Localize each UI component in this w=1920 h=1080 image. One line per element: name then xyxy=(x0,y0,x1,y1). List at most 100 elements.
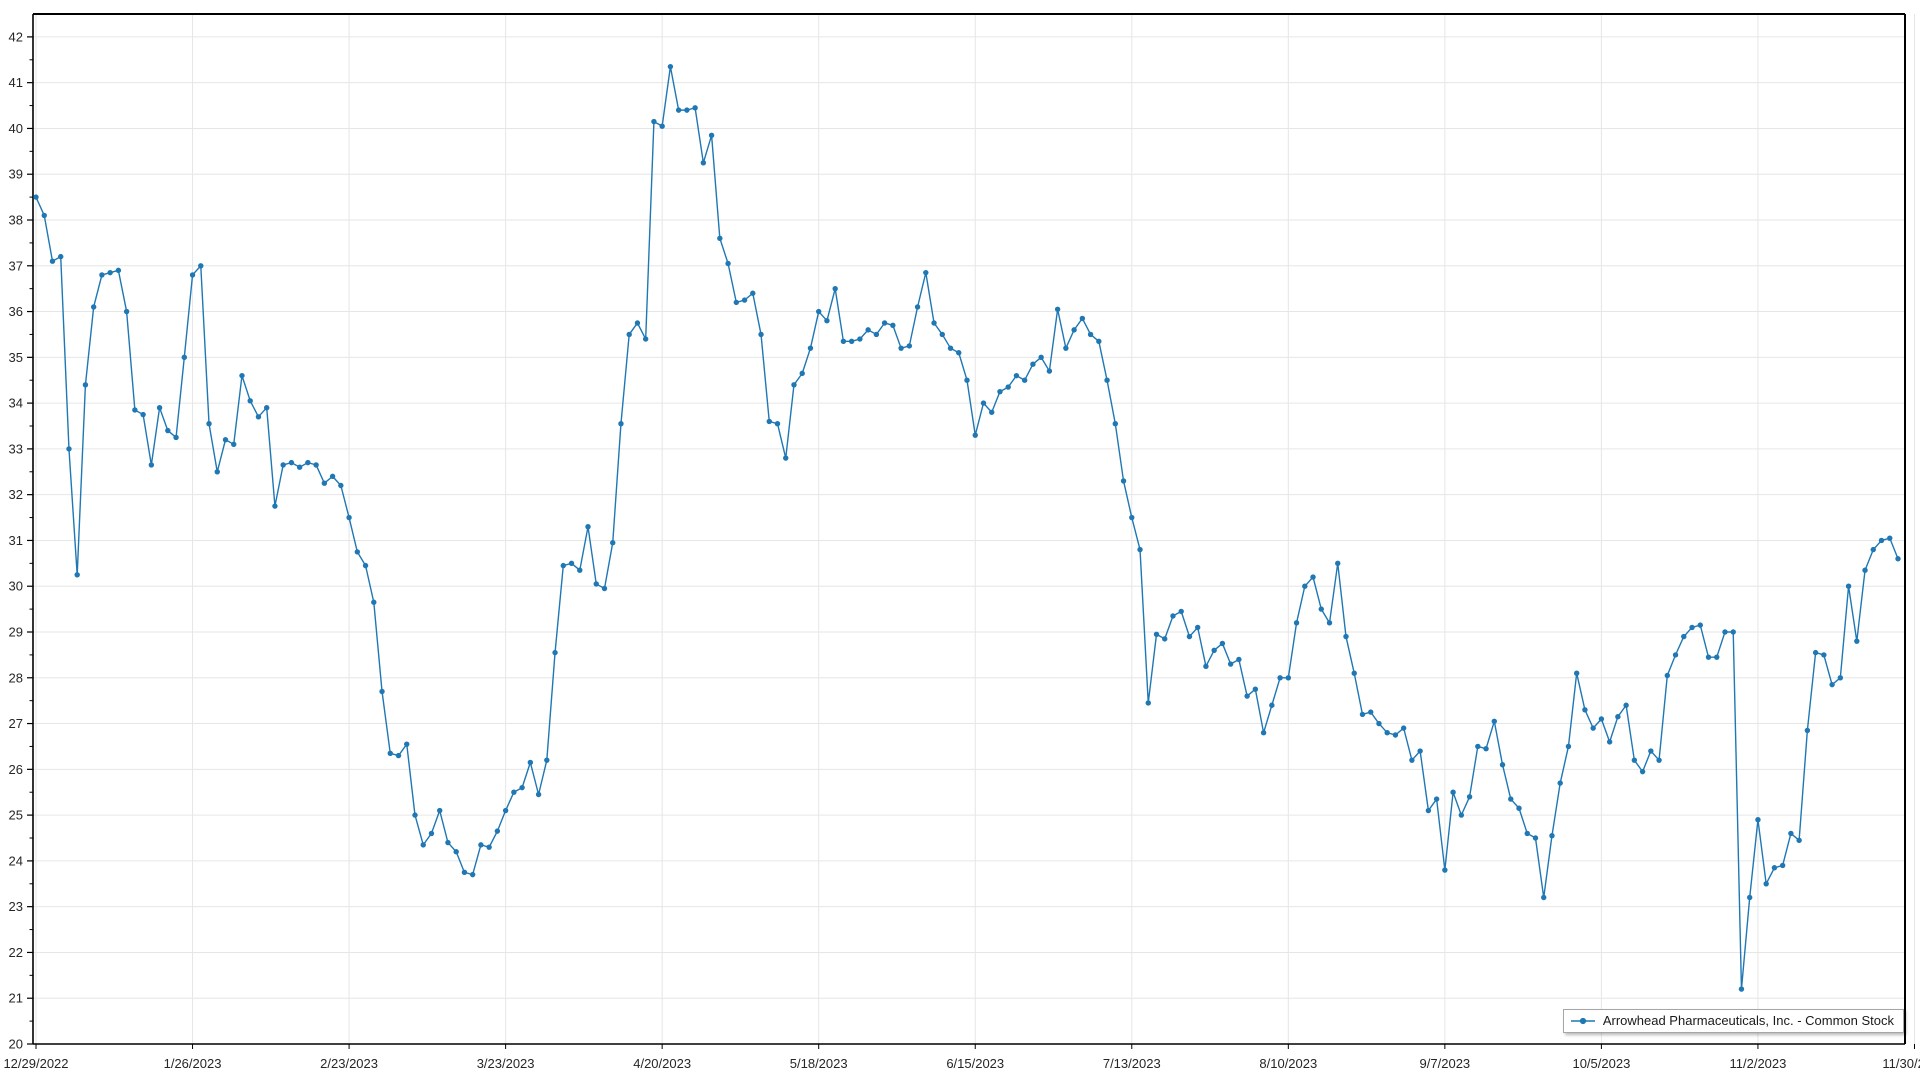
data-point[interactable] xyxy=(412,812,418,818)
data-point[interactable] xyxy=(1384,730,1390,736)
data-point[interactable] xyxy=(766,418,772,425)
data-point[interactable] xyxy=(1664,672,1671,679)
data-point[interactable] xyxy=(1079,315,1086,322)
data-point[interactable] xyxy=(1252,686,1259,692)
data-point[interactable] xyxy=(1870,546,1876,553)
data-point[interactable] xyxy=(222,437,229,443)
data-point[interactable] xyxy=(1656,757,1662,763)
data-point[interactable] xyxy=(346,514,352,521)
data-point[interactable] xyxy=(1170,613,1176,619)
data-point[interactable] xyxy=(379,688,385,695)
data-point[interactable] xyxy=(1277,675,1283,681)
data-point[interactable] xyxy=(568,560,575,567)
data-point[interactable] xyxy=(1771,865,1778,871)
data-point[interactable] xyxy=(1269,702,1275,708)
data-point[interactable] xyxy=(313,462,319,468)
data-point[interactable] xyxy=(865,327,871,333)
data-point[interactable] xyxy=(1153,631,1160,637)
data-point[interactable] xyxy=(1013,372,1020,379)
data-point[interactable] xyxy=(437,807,443,814)
data-point[interactable] xyxy=(1302,583,1308,589)
data-point[interactable] xyxy=(1590,725,1596,731)
data-point[interactable] xyxy=(453,849,459,855)
data-point[interactable] xyxy=(972,432,978,438)
data-point[interactable] xyxy=(1763,881,1769,887)
data-point[interactable] xyxy=(610,540,616,546)
data-point[interactable] xyxy=(1623,702,1629,708)
data-point[interactable] xyxy=(1598,716,1605,722)
data-point[interactable] xyxy=(832,285,838,292)
data-point[interactable] xyxy=(1730,629,1736,635)
data-point[interactable] xyxy=(502,807,509,814)
data-point[interactable] xyxy=(519,784,525,791)
data-point[interactable] xyxy=(420,842,426,848)
data-point[interactable] xyxy=(338,482,344,489)
data-point[interactable] xyxy=(1747,894,1753,901)
data-point[interactable] xyxy=(1705,654,1712,660)
data-point[interactable] xyxy=(1293,620,1300,626)
data-point[interactable] xyxy=(1689,624,1695,631)
data-point[interactable] xyxy=(708,132,715,139)
data-point[interactable] xyxy=(1030,361,1036,367)
data-point[interactable] xyxy=(1104,377,1110,383)
data-point[interactable] xyxy=(1260,730,1267,736)
data-point[interactable] xyxy=(354,549,361,555)
data-point[interactable] xyxy=(1310,574,1316,580)
data-point[interactable] xyxy=(132,407,138,413)
data-point[interactable] xyxy=(1203,663,1209,670)
data-point[interactable] xyxy=(239,372,245,379)
data-point[interactable] xyxy=(931,320,937,326)
data-point[interactable] xyxy=(1433,796,1440,802)
data-point[interactable] xyxy=(321,480,328,486)
data-point[interactable] xyxy=(1087,331,1094,338)
data-point[interactable] xyxy=(873,331,880,338)
data-point[interactable] xyxy=(675,107,682,113)
data-point[interactable] xyxy=(1738,986,1745,992)
data-point[interactable] xyxy=(750,290,756,296)
data-point[interactable] xyxy=(1697,622,1703,628)
data-point[interactable] xyxy=(906,343,913,349)
data-point[interactable] xyxy=(1326,620,1333,626)
data-point[interactable] xyxy=(939,331,945,338)
data-point[interactable] xyxy=(1005,384,1011,390)
data-point[interactable] xyxy=(1351,670,1357,676)
data-point[interactable] xyxy=(1450,789,1456,795)
data-point[interactable] xyxy=(1524,830,1530,837)
data-point[interactable] xyxy=(1137,546,1143,553)
data-point[interactable] xyxy=(857,336,863,342)
data-point[interactable] xyxy=(1804,727,1811,734)
data-point[interactable] xyxy=(115,267,122,274)
data-point[interactable] xyxy=(206,421,212,427)
data-point[interactable] xyxy=(725,260,731,267)
data-point[interactable] xyxy=(288,459,295,466)
data-point[interactable] xyxy=(140,411,146,418)
data-point[interactable] xyxy=(511,789,517,795)
data-point[interactable] xyxy=(214,469,220,475)
data-point[interactable] xyxy=(890,322,896,328)
data-point[interactable] xyxy=(1565,743,1572,750)
data-point[interactable] xyxy=(898,345,904,351)
data-point[interactable] xyxy=(1335,560,1341,567)
data-point[interactable] xyxy=(371,599,377,605)
data-point[interactable] xyxy=(1878,537,1885,544)
data-point[interactable] xyxy=(478,842,484,848)
data-point[interactable] xyxy=(1755,816,1761,823)
data-point[interactable] xyxy=(1063,345,1069,351)
data-point[interactable] xyxy=(189,272,196,278)
data-point[interactable] xyxy=(1557,780,1563,786)
data-point[interactable] xyxy=(1425,807,1432,814)
data-point[interactable] xyxy=(1285,675,1292,681)
data-point[interactable] xyxy=(1672,652,1679,658)
data-point[interactable] xyxy=(848,338,855,345)
data-point[interactable] xyxy=(527,759,534,766)
data-point[interactable] xyxy=(1096,338,1102,345)
data-point[interactable] xyxy=(1145,700,1151,706)
data-point[interactable] xyxy=(1788,830,1794,837)
data-point[interactable] xyxy=(1442,867,1448,873)
data-point[interactable] xyxy=(1532,835,1539,841)
data-point[interactable] xyxy=(1516,805,1522,811)
data-point[interactable] xyxy=(198,263,204,269)
data-point[interactable] xyxy=(1483,746,1489,752)
data-point[interactable] xyxy=(956,350,962,356)
data-point[interactable] xyxy=(1038,354,1044,361)
